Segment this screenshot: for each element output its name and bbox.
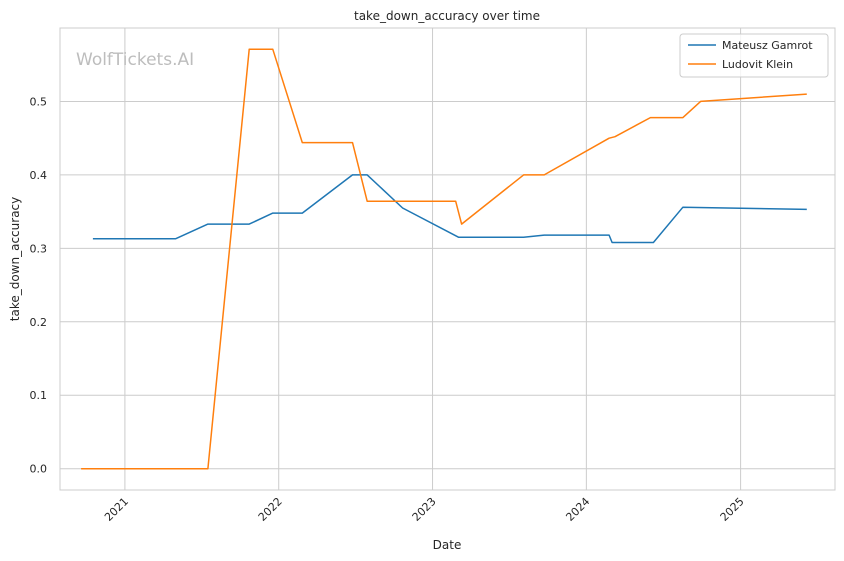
watermark: WolfTickets.AI [76,50,194,70]
y-tick-label: 0.0 [30,463,48,476]
x-axis-label: Date [433,538,462,552]
x-tick-label: 2024 [563,495,592,524]
y-tick-label: 0.1 [30,389,48,402]
x-tick-label: 2025 [718,495,747,524]
y-tick-label: 0.3 [30,242,48,255]
y-tick-label: 0.5 [30,95,48,108]
x-axis-ticks: 2021 2022 2023 2024 2025 [102,495,747,524]
legend-label-ludovit-klein: Ludovit Klein [722,58,793,71]
y-axis-ticks: 0.0 0.1 0.2 0.3 0.4 0.5 [30,95,48,475]
x-tick-label: 2021 [102,495,131,524]
x-tick-label: 2022 [256,495,285,524]
x-tick-label: 2023 [410,495,439,524]
legend: Mateusz Gamrot Ludovit Klein [679,33,829,78]
y-tick-label: 0.2 [30,316,48,329]
chart-title: take_down_accuracy over time [354,9,540,23]
series-layer [81,48,807,470]
legend-label-mateusz-gamrot: Mateusz Gamrot [722,39,813,52]
plot-background [60,28,835,490]
y-axis-label: take_down_accuracy [8,197,22,321]
plot-frame [59,27,836,491]
x-gridlines [124,28,742,490]
series-line-mateusz-gamrot [92,174,807,244]
series-line-ludovit-klein [81,48,807,470]
y-tick-label: 0.4 [30,169,48,182]
legend-box [679,33,829,78]
